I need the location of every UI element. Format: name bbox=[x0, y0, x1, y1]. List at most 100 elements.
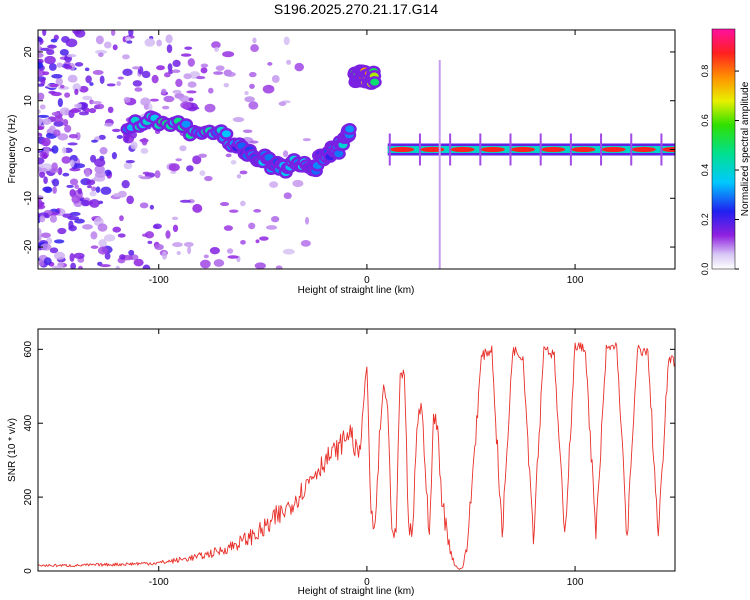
figure-title: S196.2025.270.21.17.G14 bbox=[274, 1, 438, 17]
y-tick-label: 0 bbox=[23, 568, 34, 574]
spectrogram-noise-blob bbox=[244, 91, 249, 96]
spectrogram-noise-blob bbox=[89, 198, 100, 208]
ridge-spur bbox=[418, 133, 421, 166]
spectrogram-noise-blob bbox=[223, 82, 230, 88]
spectrogram-noise-blob bbox=[52, 178, 60, 187]
spectrogram-noise-blob bbox=[271, 74, 280, 83]
spectrogram-noise-blob bbox=[57, 133, 69, 141]
spectrogram-noise-blob bbox=[66, 184, 74, 188]
spectrogram-noise-blob bbox=[38, 114, 50, 118]
spectrogram-noise-blob bbox=[90, 245, 99, 249]
spectrogram-noise-blob bbox=[214, 46, 219, 53]
spectrogram-noise-blob bbox=[130, 141, 138, 150]
x-tick-label: 0 bbox=[364, 577, 370, 588]
spectrogram-noise-blob bbox=[97, 223, 108, 232]
ridge-spur bbox=[600, 133, 603, 166]
spectrogram-noise-blob bbox=[77, 187, 83, 195]
ridge-spur bbox=[630, 133, 633, 166]
ridge-spur bbox=[569, 133, 572, 166]
spectrogram-noise-blob bbox=[42, 71, 50, 76]
spectrogram-noise-blob bbox=[47, 44, 57, 49]
spectrogram-noise-blob bbox=[74, 218, 85, 224]
spectrogram-noise-blob bbox=[244, 96, 255, 103]
spectrogram-noise-blob bbox=[242, 129, 253, 133]
spectrogram-noise-blob bbox=[223, 225, 233, 231]
spectrogram-noise-blob bbox=[168, 69, 174, 75]
spectrogram-noise-blob bbox=[230, 160, 237, 165]
spectrogram-noise-blob bbox=[208, 87, 214, 94]
spectrogram-noise-blob bbox=[240, 200, 246, 207]
spectrogram-noise-blob bbox=[171, 69, 181, 73]
spectrogram-noise-blob bbox=[165, 34, 173, 44]
spectrogram-noise-blob bbox=[252, 37, 257, 44]
spectrogram-noise-blob bbox=[149, 204, 155, 210]
spectrogram-noise-blob bbox=[69, 159, 75, 168]
spectrogram-noise-blob bbox=[126, 40, 133, 44]
spectrogram-noise-blob bbox=[51, 162, 58, 172]
colorbar-tick-label: 0.0 bbox=[700, 263, 710, 276]
spectrogram-noise-blob bbox=[42, 152, 48, 160]
spectrogram-noise-blob bbox=[240, 240, 246, 245]
colorbar-gradient bbox=[711, 28, 736, 270]
spectrogram-noise-blob bbox=[49, 83, 59, 88]
spectrogram-noise-blob bbox=[38, 61, 44, 70]
spectrogram-noise-blob bbox=[42, 30, 47, 37]
spectrogram-noise-blob bbox=[148, 103, 153, 111]
ridge-blob bbox=[181, 120, 191, 128]
ridge-blob bbox=[334, 150, 344, 158]
spectrogram-noise-blob bbox=[163, 72, 171, 78]
spectrogram-noise-blob bbox=[132, 66, 141, 70]
spectrogram-noise-blob bbox=[38, 167, 42, 172]
spectrogram-noise-blob bbox=[119, 215, 124, 222]
spectrogram-noise-blob bbox=[132, 80, 143, 87]
spectrogram-noise-blob bbox=[51, 73, 63, 79]
spectrogram-noise-blob bbox=[172, 224, 179, 233]
spectrogram-noise-blob bbox=[100, 186, 112, 195]
spectrogram-noise-blob bbox=[151, 74, 159, 84]
spectrogram-noise-blob bbox=[61, 146, 67, 154]
spectrogram-noise-blob bbox=[239, 170, 248, 175]
spectrogram-noise-blob bbox=[175, 78, 183, 88]
spectrogram-noise-blob bbox=[69, 211, 81, 216]
spectrogram-noise-blob bbox=[255, 239, 260, 244]
spectrogram-noise-blob bbox=[165, 230, 171, 239]
ridge-blob bbox=[221, 130, 231, 138]
spectrogram-noise-blob bbox=[62, 118, 69, 127]
spectrogram-noise-blob bbox=[73, 252, 85, 259]
spectrogram-noise-blob bbox=[192, 203, 203, 213]
spectrogram-noise-blob bbox=[64, 109, 69, 116]
spectrogram-noise-blob bbox=[110, 30, 116, 36]
spectrogram-noise-blob bbox=[84, 167, 91, 177]
spectrogram-noise-blob bbox=[254, 262, 266, 269]
spectrogram-noise-blob bbox=[72, 30, 82, 35]
spectrogram-noise-blob bbox=[38, 204, 46, 210]
snr-panel: -100 0 100 0 200 400 600 Height of straight li… bbox=[7, 328, 676, 597]
spectrogram-noise-blob bbox=[40, 77, 46, 86]
spectrogram-noise-blob bbox=[179, 199, 192, 203]
spectrogram-noise-blob bbox=[167, 63, 173, 71]
spectrogram-noise-blob bbox=[304, 216, 310, 225]
spectrogram-noise-blob bbox=[38, 149, 42, 154]
spectrogram-noise-blob bbox=[180, 53, 192, 57]
snr-ylabel: SNR (10 * v/v) bbox=[7, 418, 18, 482]
spectrogram-noise-blob bbox=[49, 214, 58, 223]
spectrogram-noise-blob bbox=[90, 231, 98, 240]
spectrogram-noise-blob bbox=[38, 69, 46, 77]
spectrogram-noise-blob bbox=[90, 154, 97, 163]
spectrogram-noise-blob bbox=[161, 88, 167, 95]
spectrogram-noise-blob bbox=[74, 103, 83, 109]
y-tick-label: -20 bbox=[23, 239, 34, 254]
spectrogram-noise-blob bbox=[70, 262, 77, 269]
spectrogram-noise-blob bbox=[81, 102, 87, 112]
spectrogram-noise-blob bbox=[88, 107, 97, 114]
spectrogram-noise-blob bbox=[140, 97, 151, 106]
spectrogram-noise-blob bbox=[139, 176, 152, 180]
ridge-peak bbox=[450, 146, 475, 153]
spectrogram-noise-blob bbox=[69, 253, 75, 262]
spectrogram-noise-blob bbox=[115, 265, 120, 269]
spectrogram-noise-blob bbox=[172, 59, 181, 68]
spectrogram-noise-blob bbox=[86, 179, 96, 186]
spectrogram-noise-blob bbox=[78, 265, 83, 269]
spectrogram-noise-blob bbox=[225, 71, 236, 77]
spectrogram-noise-blob bbox=[42, 186, 52, 192]
